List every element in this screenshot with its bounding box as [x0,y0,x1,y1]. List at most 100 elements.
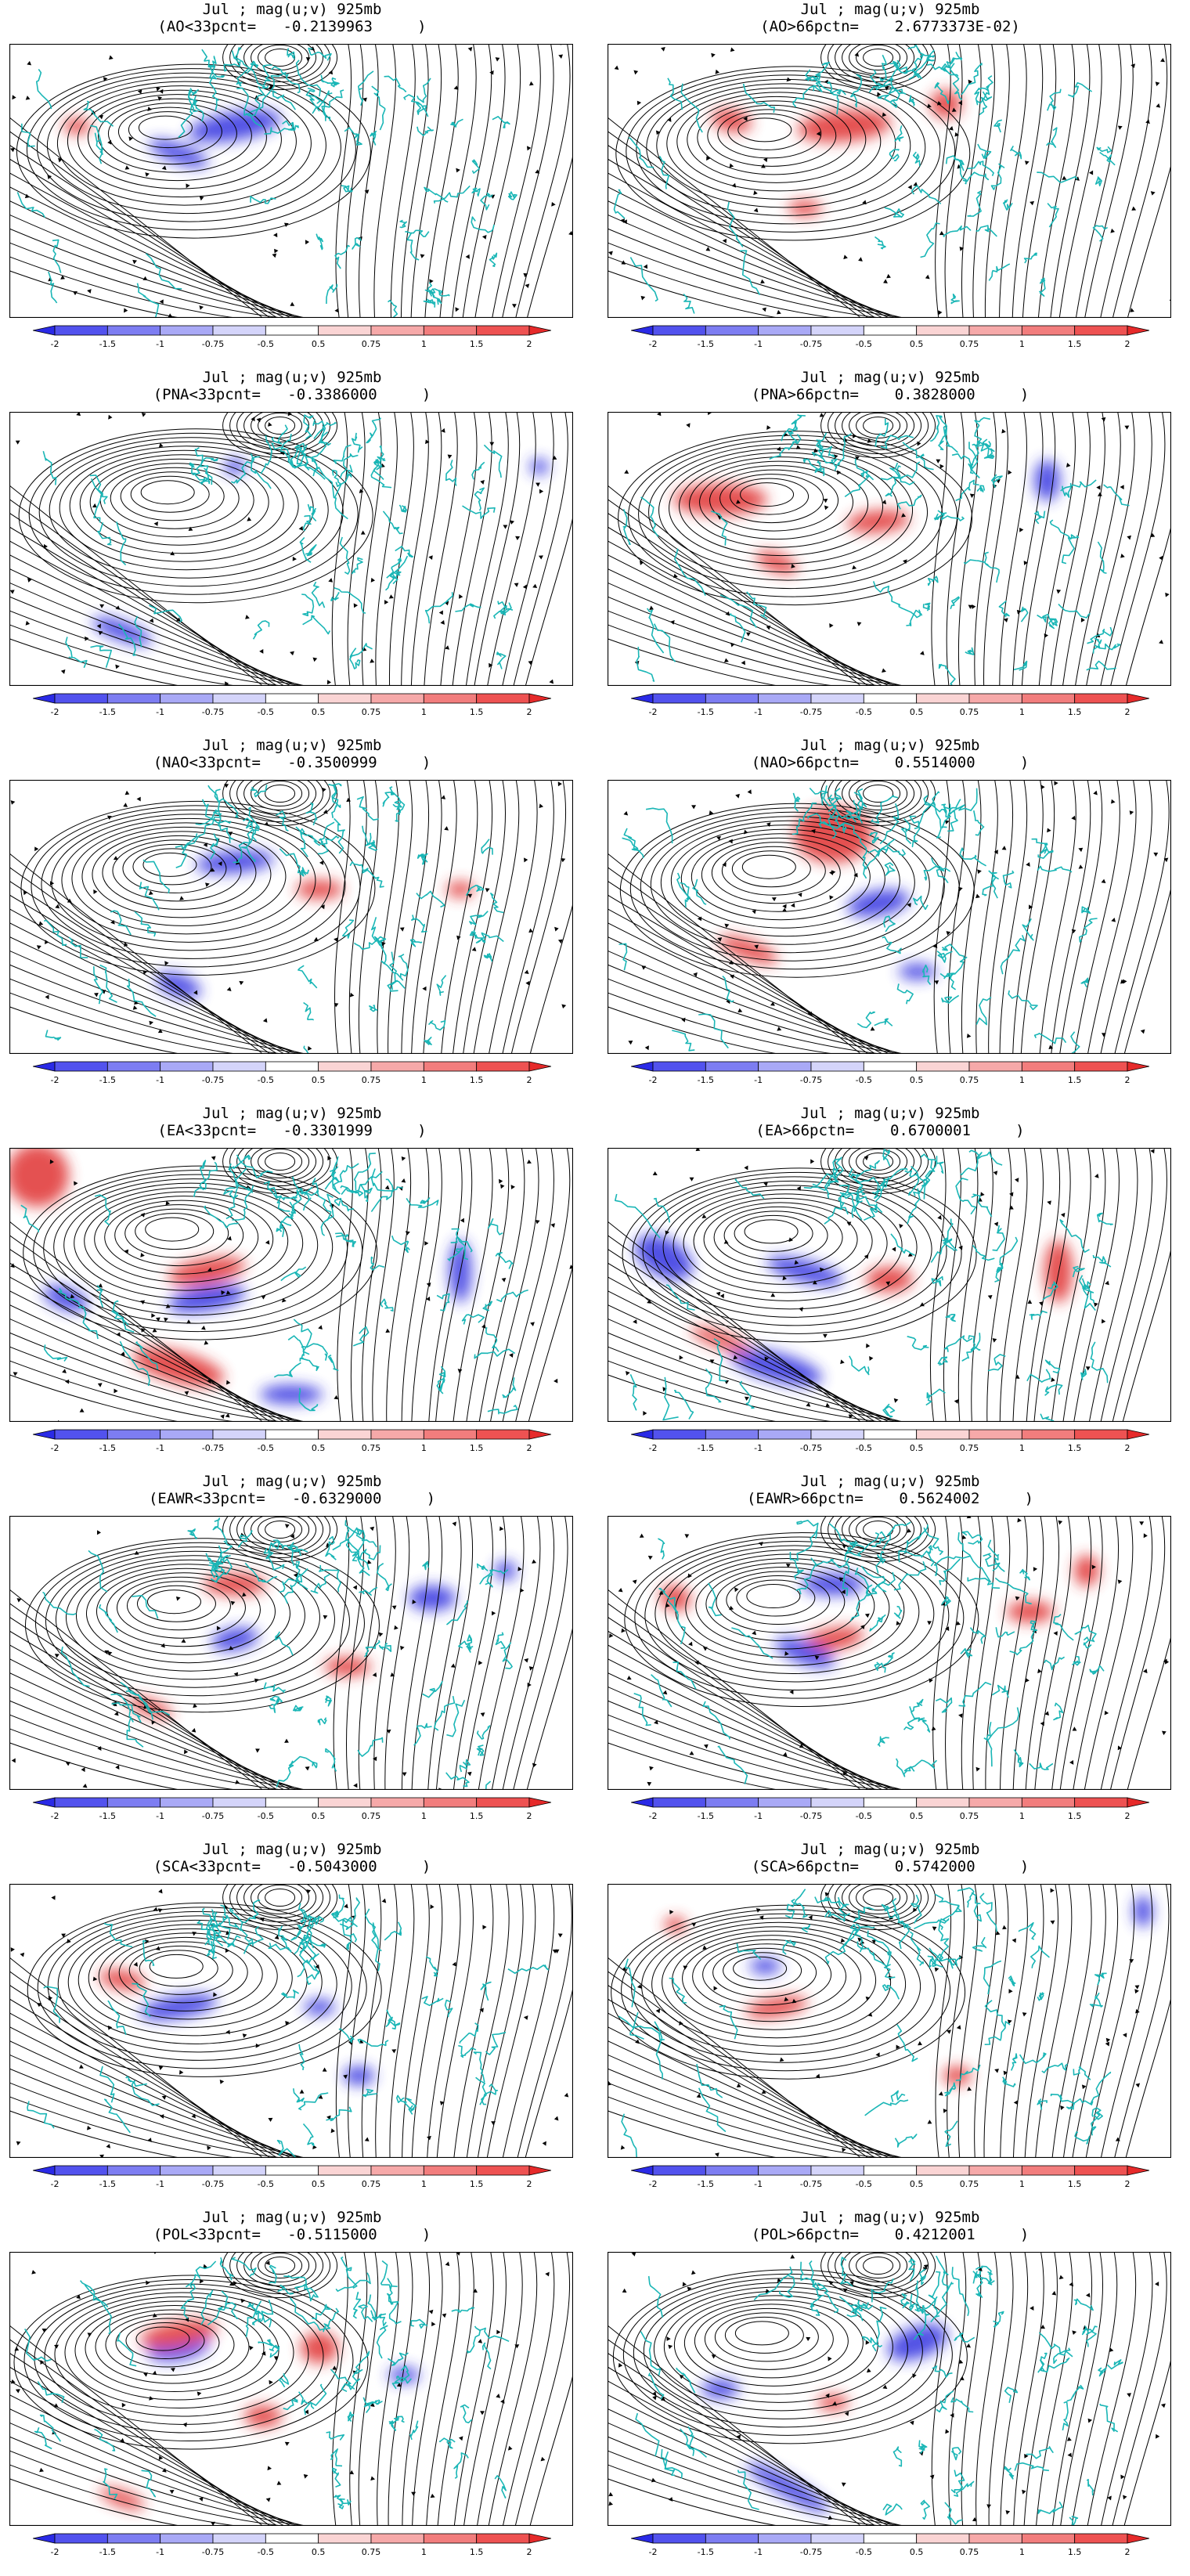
coastline [307,503,317,522]
coastline [204,1205,239,1228]
coastline [496,651,507,669]
colorbar-swatch [265,325,319,336]
coastline [312,90,333,114]
streamline-arrow [235,1780,240,1784]
coastline [303,1934,326,1948]
streamline-arrow [452,1521,456,1527]
streamline-arrow [882,2384,888,2390]
coastline [330,1156,341,1195]
coastline [895,1758,915,1777]
streamline-arrow [1155,2282,1159,2286]
coastline [485,1326,499,1352]
coastline [667,78,683,110]
streamline [820,780,936,826]
streamline-arrow [883,279,888,283]
colorbar-swatch [318,1061,372,1072]
streamline-arrow [838,1577,844,1582]
streamline-arrow [958,1245,963,1250]
coastline [930,2282,954,2323]
streamline [746,1584,801,1609]
streamline-arrow [662,1387,667,1392]
coastline [1094,176,1102,186]
streamline-arrow [439,2101,445,2106]
streamline [984,44,1010,318]
coastline [466,1643,474,1653]
streamline-arrow [530,1322,535,1327]
panel-title-line2: (NAO<33pcnt= -0.3500999 ) [153,754,431,771]
streamline [502,1148,555,1422]
colorbar-tick-label: -0.75 [202,707,224,717]
streamline-arrow [552,455,557,460]
coastline [667,1600,686,1644]
colorbar-swatch [810,2165,864,2176]
streamline-arrow [480,2411,485,2415]
colorbar-tick-label: -0.5 [258,2179,274,2189]
coastline [960,1647,973,1658]
coastline [42,1591,77,1615]
streamline-arrow [731,182,737,188]
coastline [1037,843,1054,859]
coastline [300,1186,313,1211]
coastline [1023,252,1037,264]
streamline-arrow [93,889,98,895]
streamline [108,1936,263,2011]
colorbar-swatch [318,1797,372,1808]
streamline-arrow [896,2044,900,2050]
streamline [1127,163,1171,318]
streamline-arrow [728,960,734,965]
colorbar-swatch [968,2165,1022,2176]
coastline [871,2278,894,2303]
colorbar-arrow-low [631,1797,654,1808]
coastline [496,1289,528,1302]
coastline [987,1354,1006,1372]
colorbar-swatch [1021,1429,1076,1440]
coastline [252,620,270,640]
colorbar-arrow-low [33,693,56,704]
coastline [913,2308,930,2340]
streamline [975,2252,998,2526]
coastline [1086,660,1116,671]
coastline [1018,1921,1037,1940]
coastline [945,155,965,165]
streamline-arrow [723,1239,729,1244]
streamline [9,936,304,1054]
coastline [380,2260,398,2290]
coastline [941,994,960,1004]
streamline-arrow [782,904,787,909]
coastline [370,2310,387,2327]
streamline-arrow [694,1660,699,1665]
streamline-arrow [384,600,389,604]
coastline [331,783,342,808]
streamline-arrow [226,987,232,992]
coastline [837,1896,851,1917]
coastline [654,2021,663,2080]
coastline [908,95,915,106]
coastline [672,1030,695,1052]
coastline [792,803,817,835]
colorbar-tick-label: 0.75 [960,2179,979,2189]
coastlines [20,1153,528,1415]
streamline [608,582,905,686]
streamline-arrow [107,1651,113,1656]
colorbar-tick-label: 1 [421,2547,427,2557]
colorbar-arrow-high [1127,1061,1149,1072]
coastline [1002,199,1013,211]
streamlines [608,412,1171,686]
streamline-arrow [875,2052,880,2058]
streamline-arrow [482,1925,487,1930]
coastline [267,1187,298,1201]
coastline [213,1911,222,1941]
map-frame [9,2252,573,2526]
panel-title-line1: Jul ; mag(u;v) 925mb [202,1105,382,1122]
colorbar-swatch [968,1429,1022,1440]
coastline [65,637,88,669]
colorbar-tick-label: 0.75 [362,2547,381,2557]
coastline [279,848,307,876]
coastline [737,2470,759,2510]
coastline [912,151,921,167]
streamline-arrow [655,2008,661,2014]
streamline [1051,1148,1091,1422]
coastline [302,2123,315,2147]
streamline [694,2304,849,2379]
streamline-arrow [153,1907,158,1912]
